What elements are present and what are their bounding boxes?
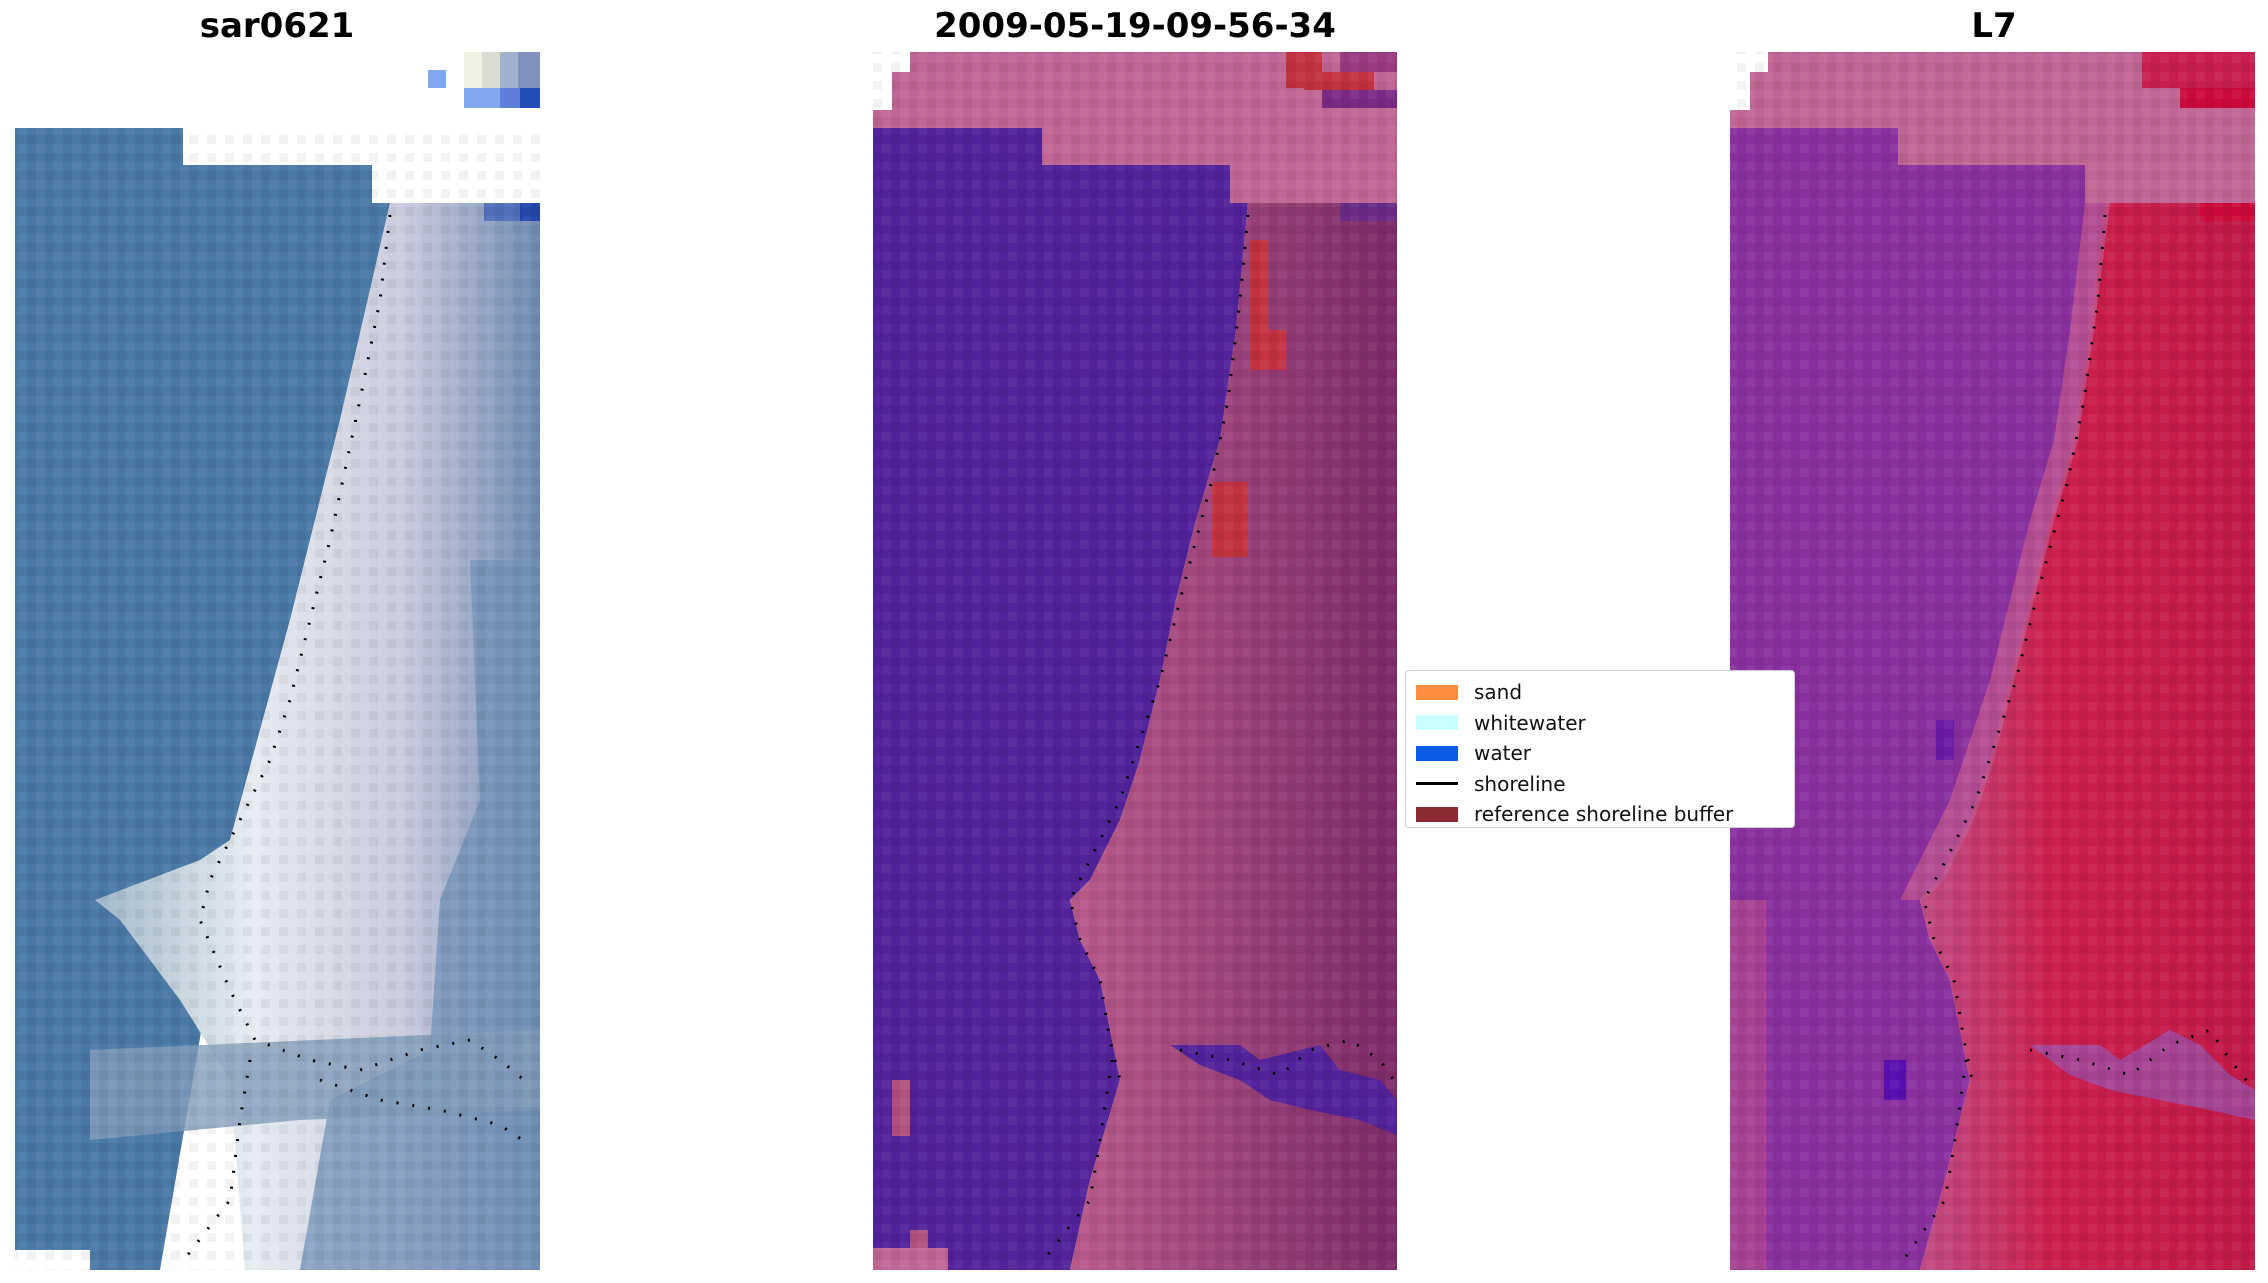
- top-pixel: [500, 52, 518, 88]
- panel-title-l7: L7: [1971, 6, 2017, 46]
- top-pixel: [464, 88, 500, 108]
- rgb-image-panel: [15, 52, 540, 1270]
- panel-title-classified: 2009-05-19-09-56-34: [934, 6, 1336, 46]
- legend-item-whitewater: whitewater: [1416, 708, 1794, 739]
- l7-index-panel: [1730, 52, 2255, 1270]
- legend-label: water: [1474, 741, 1531, 766]
- pixel-texture: [15, 128, 540, 1270]
- legend-swatch-whitewater: [1416, 715, 1458, 731]
- legend-label: reference shoreline buffer: [1474, 802, 1734, 827]
- legend-swatch-water: [1416, 745, 1458, 761]
- top-pixel: [482, 52, 500, 88]
- legend-item-shoreline: shoreline: [1416, 769, 1794, 800]
- shoreline-dots: [1922, 214, 2107, 1081]
- legend: sand whitewater water shoreline referenc…: [1405, 670, 1795, 828]
- legend-line-shoreline: [1416, 782, 1458, 786]
- legend-swatch-reference-buffer: [1416, 806, 1458, 822]
- top-pixel: [518, 52, 540, 88]
- legend-item-reference-buffer: reference shoreline buffer: [1416, 799, 1794, 827]
- classified-panel: [873, 52, 1399, 1270]
- top-pixel: [464, 52, 482, 88]
- legend-label: sand: [1474, 680, 1523, 705]
- legend-label: shoreline: [1474, 771, 1566, 796]
- legend-label: whitewater: [1474, 710, 1586, 735]
- pixel-texture: [873, 52, 1397, 1270]
- legend-item-sand: sand: [1416, 677, 1794, 708]
- pixel-texture: [1730, 52, 2255, 1270]
- legend-swatch-sand: [1416, 684, 1458, 700]
- top-pixel: [520, 88, 540, 108]
- panel-title-sar: sar0621: [199, 6, 355, 46]
- legend-item-water: water: [1416, 738, 1794, 769]
- top-pixel: [428, 70, 446, 88]
- top-pixel: [500, 88, 520, 108]
